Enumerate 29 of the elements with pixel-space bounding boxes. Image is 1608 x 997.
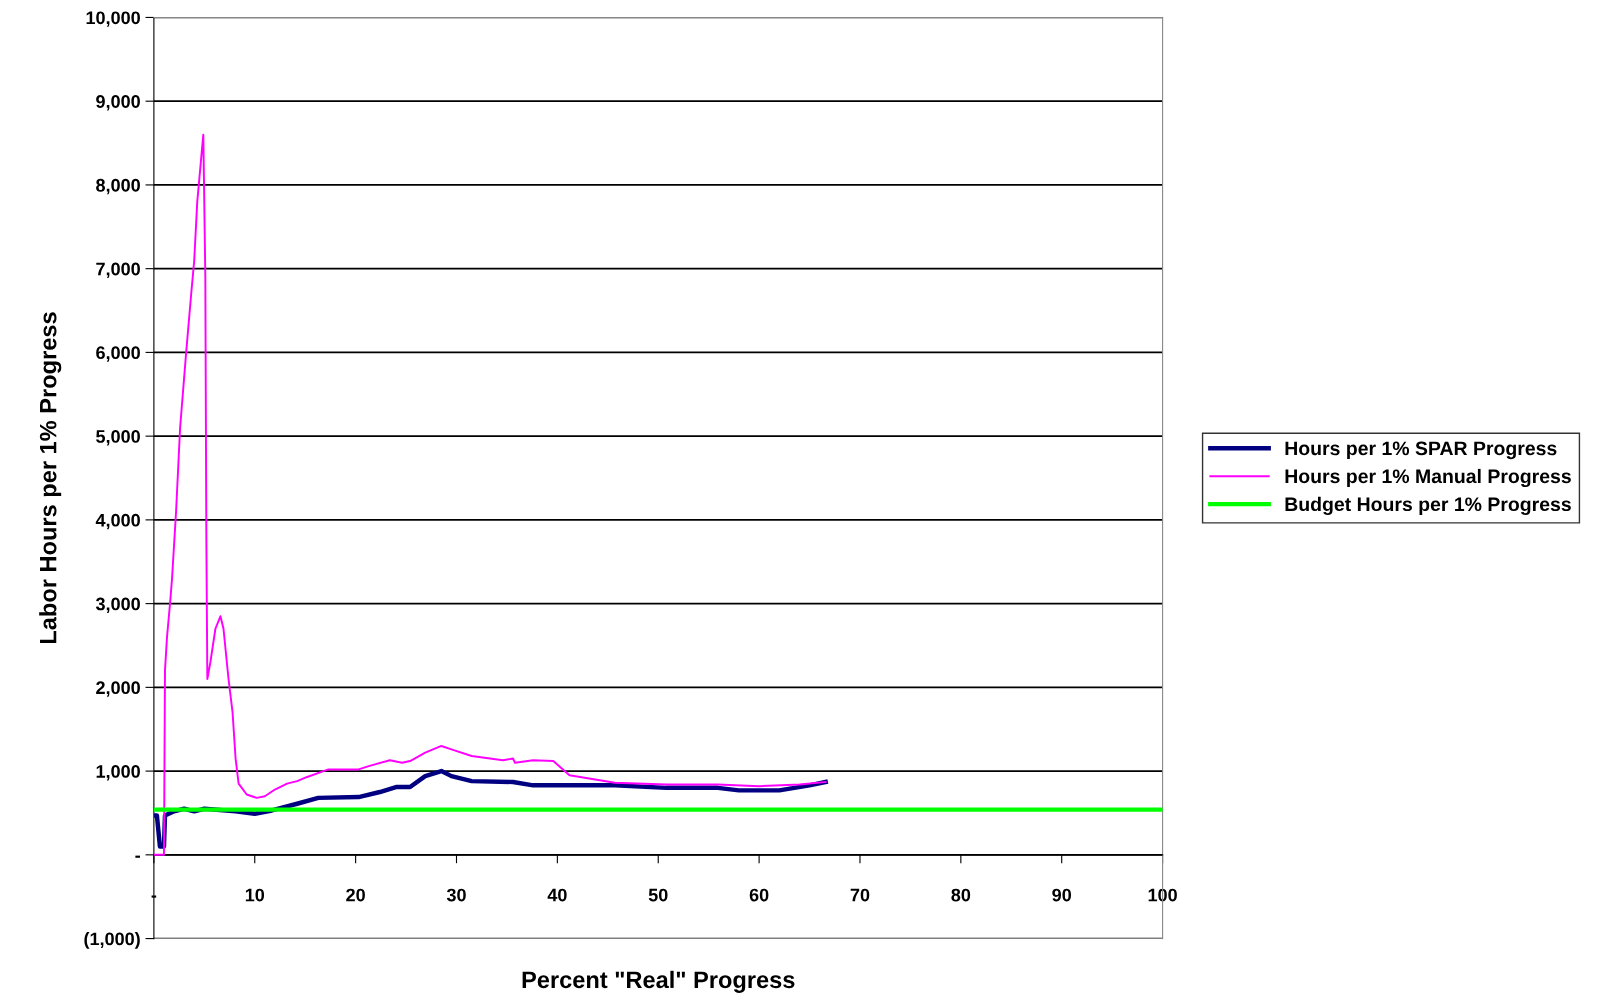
y-tick-label: 4,000 — [95, 513, 140, 530]
y-tick-label: 5,000 — [96, 430, 140, 446]
y-tick-label: 6,000 — [96, 346, 140, 362]
x-tick-label: 20 — [346, 888, 365, 902]
y-tick-label: 1,000 — [96, 765, 140, 781]
x-tick-label: 70 — [850, 888, 870, 902]
y-tick-label: 7,000 — [96, 262, 140, 278]
y-axis-title: Labor Hours per 1% Progress — [39, 312, 62, 644]
x-tick-label: 90 — [1052, 888, 1072, 902]
x-tick-label: 40 — [547, 888, 567, 902]
line-series — [153, 133, 827, 856]
x-tick-label: - — [151, 895, 157, 898]
x-tick-label: 10 — [245, 888, 265, 902]
legend-label: Hours per 1% SPAR Progress — [1285, 441, 1557, 460]
x-tick-label: 80 — [951, 888, 971, 902]
y-tick-label: 8,000 — [96, 178, 140, 195]
y-tick-label: 10,000 — [86, 11, 140, 27]
y-tick-label: 3,000 — [95, 597, 140, 613]
x-tick-label: 30 — [446, 888, 466, 902]
y-tick-label: 9,000 — [96, 95, 140, 111]
x-tick-label: 50 — [648, 888, 668, 902]
legend-label: Hours per 1% Manual Progress — [1285, 468, 1571, 488]
x-tick-label: 60 — [749, 888, 769, 902]
y-tick-label: 2,000 — [96, 681, 140, 697]
y-tick-label: (1,000) — [84, 932, 140, 949]
x-axis-title: Percent "Real" Progress — [522, 970, 795, 993]
legend-label: Budget Hours per 1% Progress — [1285, 496, 1571, 516]
y-tick-label: - — [135, 855, 140, 858]
x-tick-label: 100 — [1148, 888, 1177, 902]
